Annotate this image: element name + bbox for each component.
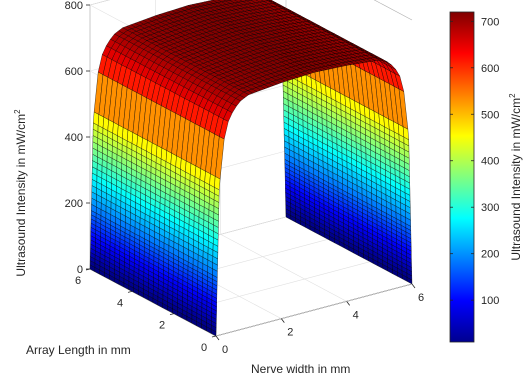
y-tick-label: 2 [159,320,165,332]
x-tick-mark [281,318,285,323]
surface-plot [89,0,413,337]
x-axis-label: Nerve width in mm [251,362,350,376]
floor-grid-line [215,283,413,337]
z-tick-label: 800 [65,0,83,12]
x-tick-label: 0 [222,344,228,356]
colorbar-tick-label: 700 [481,16,499,28]
y-tick-label: 0 [201,342,207,354]
x-tick-mark [215,335,220,341]
surface-patch [212,274,218,282]
x-tick-label: 2 [287,327,293,339]
colorbar-ticks: 100 200 300 400 500 600 700 [450,16,499,307]
colorbar-tick-label: 300 [481,202,499,214]
colorbar [449,11,475,343]
floor-grid-line [220,234,347,302]
x-tick-label: 6 [418,292,424,304]
z-axis-label: Ultrasound Intensity in mW/cm2 [13,109,28,277]
colorbar-tick-label: 600 [481,63,499,75]
y-tick-mark [169,313,175,316]
colorbar-label: Ultrasound Intensity in mW/cm2 [508,93,523,261]
z-tick-label: 400 [65,132,83,144]
colorbar-tick-label: 500 [481,109,499,121]
z-tick-label: 200 [65,198,83,210]
y-tick-label: 4 [117,297,123,309]
colorbar-tick-label: 400 [481,156,499,168]
x-tick-mark [346,301,350,306]
z-tick-label: 0 [77,264,83,276]
x-tick-mark [411,283,416,289]
surface-patch [214,187,220,197]
colorbar-tick-label: 200 [481,249,499,261]
box-edge [373,0,413,21]
z-tick-label: 600 [65,66,83,78]
y-tick-label: 6 [75,275,81,287]
x-tick-label: 4 [353,309,359,321]
colorbar-tick-label: 100 [481,295,499,307]
y-axis-label: Array Length in mm [26,343,131,357]
y-tick-mark [211,335,217,338]
y-tick-mark [127,290,133,293]
